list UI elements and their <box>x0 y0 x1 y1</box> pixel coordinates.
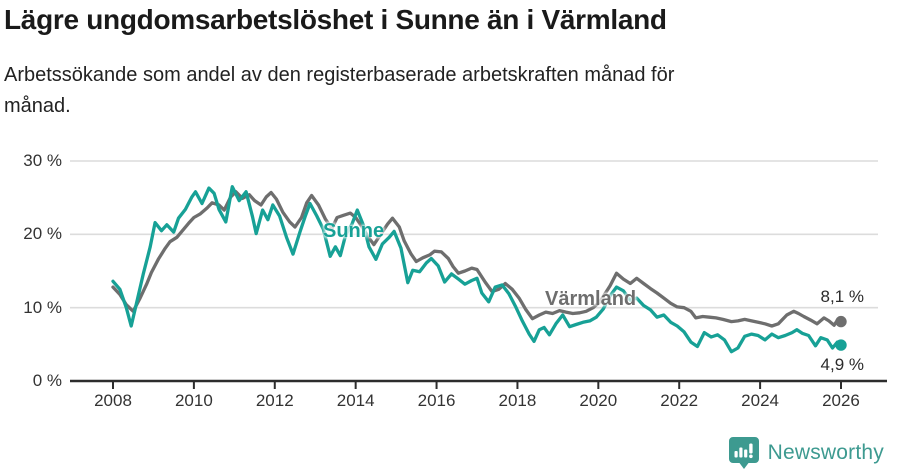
y-axis-label: 10 % <box>23 297 62 317</box>
y-axis-label: 0 % <box>32 371 62 390</box>
chart-subtitle: Arbetssökande som andel av den registerb… <box>4 64 675 117</box>
series-label-varmland: Värmland <box>545 288 637 310</box>
newsworthy-logo: Newsworthy <box>728 436 884 470</box>
värmland-end-dot <box>835 315 847 328</box>
sunne-end-dot <box>835 339 847 351</box>
end-value-sunne: 4,9 % <box>820 355 864 374</box>
y-axis-label: 30 % <box>23 151 62 170</box>
x-axis-label: 2010 <box>174 391 213 410</box>
x-axis-label: 2024 <box>741 391 779 410</box>
x-axis-label: 2008 <box>94 391 132 410</box>
page-title: Lägre ungdomsarbetslöshet i Sunne än i V… <box>4 4 667 35</box>
newsworthy-logo-icon <box>728 437 759 469</box>
end-value-varmland: 8,1 % <box>820 287 864 306</box>
series-label-sunne: Sunne <box>323 220 385 242</box>
x-axis-label: 2012 <box>255 391 294 410</box>
x-axis-label: 2022 <box>660 391 699 410</box>
newsworthy-wordmark: Newsworthy <box>767 441 884 464</box>
x-axis-label: 2018 <box>498 391 537 410</box>
y-axis-label: 20 % <box>23 224 62 244</box>
sunne-line <box>111 185 843 354</box>
x-axis-label: 2026 <box>822 391 860 410</box>
x-axis-label: 2016 <box>417 391 456 410</box>
x-axis-label: 2014 <box>336 391 375 410</box>
x-axis-label: 2020 <box>579 391 618 410</box>
